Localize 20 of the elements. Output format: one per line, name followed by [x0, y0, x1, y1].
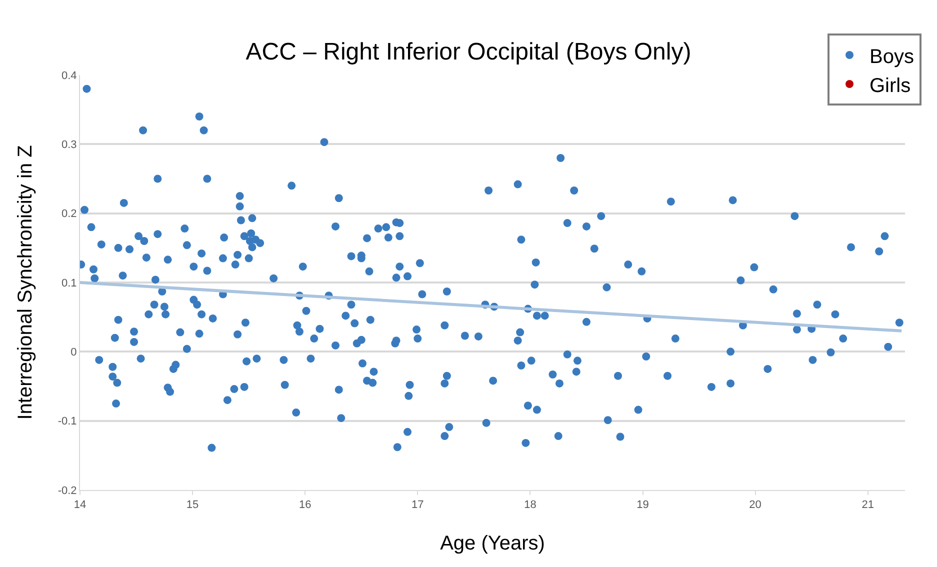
y-axis-title: Interregional Synchronicity in Z — [14, 145, 36, 420]
y-tick-label: 0 — [70, 346, 77, 359]
x-tick-label: 18 — [524, 499, 536, 512]
chart-title: ACC – Right Inferior Occipital (Boys Only) — [246, 38, 692, 66]
x-tick-label: 19 — [636, 499, 649, 512]
x-tick-label: 15 — [186, 499, 199, 512]
x-tick-label: 20 — [749, 499, 762, 512]
y-tick-label: 0.2 — [62, 208, 77, 220]
x-tick-label: 14 — [74, 499, 86, 512]
y-tick-label: 0.3 — [62, 139, 77, 152]
y-tick-label: 0.4 — [62, 70, 77, 82]
y-tick-label: 0.1 — [62, 277, 77, 290]
y-tick-label: -0.1 — [58, 416, 77, 428]
x-axis-title: Age (Years) — [440, 532, 545, 555]
x-tick-label: 21 — [862, 499, 874, 512]
x-tick-label: 16 — [298, 499, 312, 512]
legend-label: Girls — [870, 74, 911, 97]
x-tick-label: 17 — [412, 499, 424, 512]
y-tick-label: -0.2 — [58, 484, 77, 497]
legend-label: Boys — [870, 46, 914, 68]
